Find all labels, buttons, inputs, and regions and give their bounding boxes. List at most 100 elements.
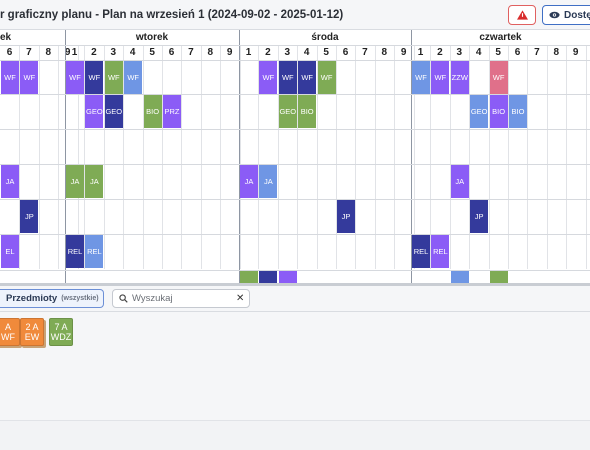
lesson-block[interactable]: BIO xyxy=(489,95,508,128)
lesson-block[interactable]: WF xyxy=(104,61,123,94)
unassigned-lesson-card[interactable]: 2 A EW xyxy=(20,318,44,346)
row-divider xyxy=(0,270,590,271)
close-icon[interactable]: ✕ xyxy=(236,293,245,304)
column-divider xyxy=(143,45,144,269)
lesson-block[interactable]: JA xyxy=(240,165,258,198)
period-number: 9 xyxy=(400,47,407,58)
access-button[interactable]: Dostęp xyxy=(542,5,590,25)
unassigned-lesson-card[interactable]: 7 A WDZ xyxy=(49,318,73,346)
column-divider xyxy=(336,45,337,269)
column-divider xyxy=(19,45,20,269)
lesson-block[interactable]: WF xyxy=(259,61,278,94)
lesson-block[interactable]: WF xyxy=(1,61,19,94)
column-divider xyxy=(39,45,40,269)
column-divider xyxy=(489,45,490,269)
row-divider xyxy=(0,45,590,46)
period-number: 5 xyxy=(149,47,155,58)
alert-button[interactable] xyxy=(508,5,536,25)
search-input[interactable] xyxy=(132,293,232,304)
lesson-block[interactable]: GEO xyxy=(85,95,104,128)
lesson-block-partial[interactable] xyxy=(489,271,508,284)
period-number: 8 xyxy=(207,47,214,58)
day-divider xyxy=(411,30,412,284)
column-divider xyxy=(104,45,105,269)
period-number: 5 xyxy=(495,47,501,58)
subjects-filter-hint: (wszystkie) xyxy=(61,295,99,302)
unassigned-lesson-card[interactable]: A WF xyxy=(0,318,20,346)
column-divider xyxy=(469,45,470,269)
period-number: 9 xyxy=(64,47,71,58)
lesson-block[interactable]: WF xyxy=(317,61,336,94)
lesson-block[interactable]: JA xyxy=(1,165,19,198)
lesson-block[interactable]: BIO xyxy=(143,95,162,128)
search-box: ✕ xyxy=(112,289,250,308)
lesson-block[interactable]: WF xyxy=(66,61,84,94)
timetable-grid[interactable]: ek 6 7 8 9 wtorek 1 2 3 4 5 6 7 8 9 środa 1 2 3 4 5 6 7 8 9 czwar… xyxy=(0,30,590,284)
card-class-label: 7 A xyxy=(54,322,68,332)
lesson-block[interactable]: JA xyxy=(85,165,104,198)
lesson-block[interactable]: WF xyxy=(431,61,450,94)
lesson-block[interactable]: ZZW xyxy=(450,61,469,94)
lesson-block[interactable]: JA xyxy=(450,165,469,198)
subjects-filter-button[interactable]: Przedmioty (wszystkie) xyxy=(0,289,104,308)
lesson-block[interactable]: WF xyxy=(20,61,39,94)
warning-triangle-icon xyxy=(516,10,528,20)
lesson-block[interactable]: BIO xyxy=(509,95,527,128)
period-number: 8 xyxy=(45,47,52,58)
column-divider xyxy=(527,45,528,269)
lesson-block[interactable]: REL xyxy=(431,235,450,268)
card-subject-label: EW xyxy=(24,332,40,342)
lesson-block[interactable]: JA xyxy=(66,165,84,198)
lesson-block-partial[interactable] xyxy=(259,271,278,284)
period-number: 1 xyxy=(245,47,252,58)
column-divider xyxy=(414,45,415,269)
lesson-block[interactable]: GEO xyxy=(104,95,123,128)
period-number: 3 xyxy=(456,47,463,58)
lesson-block[interactable]: GEO xyxy=(278,95,297,128)
period-number: 1 xyxy=(417,47,424,58)
row-divider xyxy=(0,94,590,95)
unassigned-lessons-pool: A WF 2 A EW 7 A WDZ xyxy=(0,312,590,420)
column-divider xyxy=(450,45,451,269)
lesson-block[interactable]: WF xyxy=(298,61,317,94)
row-divider xyxy=(0,60,590,61)
horizontal-scrollbar[interactable] xyxy=(0,283,590,286)
lesson-block[interactable]: WF xyxy=(124,61,143,94)
lesson-block-partial[interactable] xyxy=(240,271,258,284)
filter-bar: Przedmioty (wszystkie) ✕ xyxy=(0,286,590,312)
lesson-block-partial[interactable] xyxy=(450,271,469,284)
column-divider xyxy=(430,45,431,269)
period-number: 2 xyxy=(437,47,443,58)
lesson-block[interactable]: JP xyxy=(20,200,39,233)
column-divider xyxy=(566,45,567,269)
column-divider xyxy=(258,45,259,269)
period-number: 4 xyxy=(475,47,482,58)
row-divider xyxy=(0,234,590,235)
lesson-block[interactable]: REL xyxy=(66,235,84,268)
lesson-block[interactable]: WF xyxy=(412,61,430,94)
access-label: Dostęp xyxy=(564,9,590,21)
lesson-block[interactable]: PRZ xyxy=(163,95,181,128)
period-number: 7 xyxy=(362,47,368,58)
lesson-block[interactable]: JP xyxy=(337,200,355,233)
lesson-block[interactable]: EL xyxy=(1,235,19,268)
lesson-block[interactable]: WF xyxy=(278,61,297,94)
lesson-block[interactable]: REL xyxy=(85,235,104,268)
lesson-block[interactable]: JA xyxy=(259,165,278,198)
lesson-block[interactable]: JP xyxy=(470,200,489,233)
day-header: czwartek xyxy=(479,32,522,43)
period-number: 7 xyxy=(26,47,32,58)
lesson-block-partial[interactable] xyxy=(278,271,297,284)
lesson-block[interactable]: REL xyxy=(412,235,430,268)
lesson-block[interactable]: WF xyxy=(489,61,508,94)
column-divider xyxy=(78,45,79,269)
bottom-strip xyxy=(0,420,590,450)
period-number: 4 xyxy=(303,47,310,58)
column-divider xyxy=(317,45,318,269)
lesson-block[interactable]: GEO xyxy=(470,95,489,128)
day-header: wtorek xyxy=(135,32,169,43)
lesson-block[interactable]: WF xyxy=(85,61,104,94)
column-divider xyxy=(547,45,548,269)
column-divider xyxy=(201,45,202,269)
lesson-block[interactable]: BIO xyxy=(298,95,317,128)
